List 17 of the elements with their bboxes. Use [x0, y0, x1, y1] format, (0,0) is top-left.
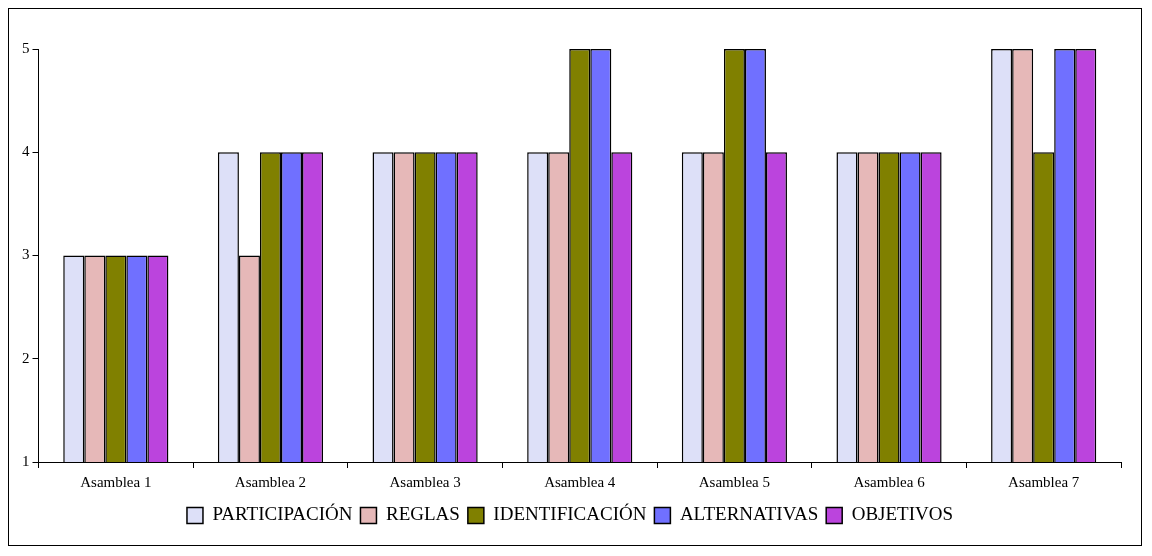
legend-label: PARTICIPACIÓN: [212, 503, 353, 525]
x-tick-label: Asamblea 4: [544, 473, 616, 490]
x-tick-label: Asamblea 6: [853, 473, 926, 490]
x-tick-label: Asamblea 2: [234, 473, 307, 490]
y-tick-label: 4: [22, 143, 30, 160]
x-tick-label: Asamblea 5: [698, 473, 771, 490]
x-tick-label: Asamblea 1: [80, 473, 152, 490]
x-tick-label: Asamblea 3: [389, 473, 461, 490]
x-tick-label: Asamblea 7: [1008, 473, 1080, 490]
legend-label: IDENTIFICACIÓN: [493, 503, 647, 525]
y-tick-label: 2: [22, 349, 30, 366]
y-tick-label: 3: [22, 246, 30, 263]
legend-label: REGLAS: [385, 503, 460, 525]
legend-label: ALTERNATIVAS: [679, 503, 819, 525]
y-tick-label: 1: [22, 452, 30, 469]
y-tick-label: 5: [22, 39, 30, 56]
legend-label: OBJETIVOS: [851, 503, 954, 525]
